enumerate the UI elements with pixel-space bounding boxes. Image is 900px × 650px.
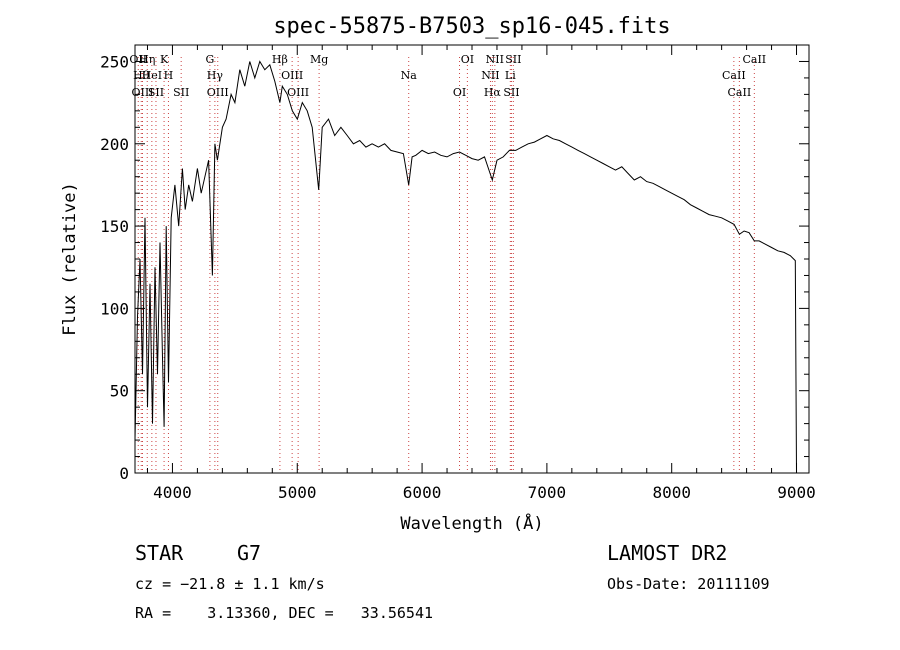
x-axis-label: Wavelength (Å) <box>400 512 543 534</box>
line-marker-label: SII <box>173 86 189 99</box>
line-marker-label: CaII <box>742 53 766 66</box>
y-tick-label: 150 <box>100 217 129 236</box>
spectrum-series-line <box>134 60 797 474</box>
survey-name: LAMOST DR2 <box>607 541 728 565</box>
line-marker-label: CaII <box>728 86 752 99</box>
line-marker-label: OI <box>461 53 474 66</box>
line-marker-label: SII <box>503 86 519 99</box>
line-marker-label: OIII <box>287 86 309 99</box>
x-tick-label: 9000 <box>777 483 816 502</box>
redshift-velocity: cz = −21.8 ± 1.1 km/s <box>135 575 325 593</box>
line-marker-label: Li <box>505 69 516 82</box>
plot-frame <box>134 44 810 474</box>
y-tick-label: 0 <box>119 464 129 483</box>
object-class: STAR <box>135 541 184 565</box>
spectral-line-markers <box>137 57 755 473</box>
x-tick-label: 6000 <box>403 483 442 502</box>
line-marker-label: H <box>164 69 174 82</box>
line-marker-label: Na <box>401 69 418 82</box>
line-marker-label: OIII <box>207 86 229 99</box>
x-tick-label: 7000 <box>528 483 567 502</box>
line-marker-label: SII <box>148 86 164 99</box>
line-marker-label: SII <box>505 53 521 66</box>
y-axis-ticks: 0 50 100 150 200 250 <box>100 52 809 483</box>
y-tick-label: 100 <box>100 299 129 318</box>
y-tick-label: 250 <box>100 52 129 71</box>
object-subclass: G7 <box>237 541 262 565</box>
x-axis-ticks: 4000 5000 6000 7000 8000 9000 <box>146 45 816 502</box>
line-marker-label: G <box>205 53 214 66</box>
line-marker-label: Hα <box>484 86 502 99</box>
y-tick-label: 50 <box>110 382 129 401</box>
line-marker-label: Hγ <box>207 69 224 82</box>
line-marker-label: CaII <box>722 69 746 82</box>
line-marker-label: Hβ <box>272 53 288 66</box>
spectral-line-labels: OIIHθOIIIHηHeISIIKHSIIGHγOIIIHβOIIIOIIIM… <box>129 53 766 99</box>
line-marker-label: K <box>160 53 169 66</box>
line-marker-label: Hη <box>139 53 155 66</box>
y-tick-label: 200 <box>100 135 129 154</box>
line-marker-label: HeI <box>142 69 162 82</box>
line-marker-label: Mg <box>310 53 328 66</box>
sky-coordinates: RA = 3.13360, DEC = 33.56541 <box>135 604 434 622</box>
x-tick-label: 4000 <box>153 483 192 502</box>
x-tick-label: 5000 <box>278 483 317 502</box>
line-marker-label: OII <box>129 53 147 66</box>
line-marker-label: OI <box>453 86 466 99</box>
line-marker-label: OIII <box>281 69 303 82</box>
y-axis-label: Flux (relative) <box>60 182 80 336</box>
chart-title: spec-55875-B7503_sp16-045.fits <box>273 14 670 39</box>
line-marker-label: NII <box>481 69 499 82</box>
line-marker-label: OIII <box>131 86 153 99</box>
line-marker-label: NII <box>486 53 504 66</box>
line-marker-label: Hθ <box>133 69 150 82</box>
observation-date: Obs-Date: 20111109 <box>607 575 770 593</box>
x-tick-label: 8000 <box>652 483 691 502</box>
